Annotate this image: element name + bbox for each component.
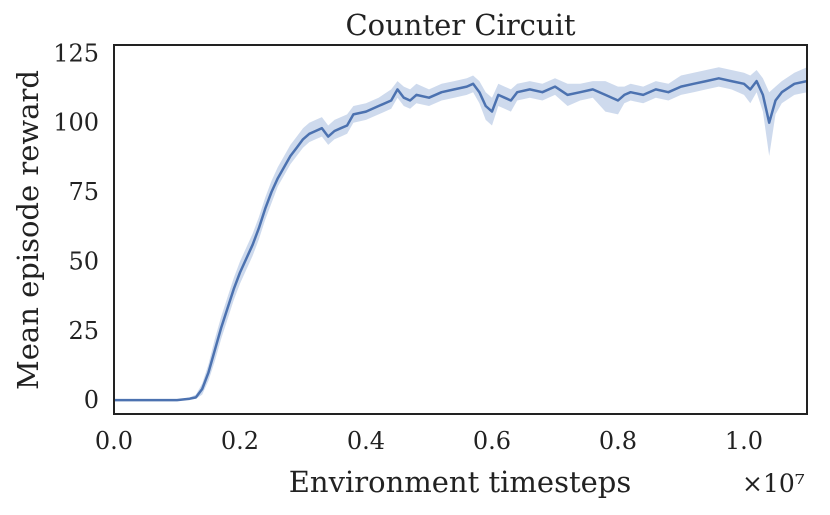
plot-area — [114, 67, 807, 402]
y-tick-label: 0 — [84, 386, 99, 414]
y-tick-label: 125 — [53, 39, 99, 67]
chart-title: Counter Circuit — [345, 8, 575, 42]
x-tick-label: 1.0 — [725, 427, 763, 455]
y-tick-label: 100 — [53, 109, 99, 137]
x-axis-multiplier: ×10⁷ — [742, 469, 805, 498]
x-tick-label: 0.4 — [347, 427, 385, 455]
x-tick-label: 0.6 — [473, 427, 511, 455]
x-tick-label: 0.2 — [221, 427, 259, 455]
x-tick-label: 0.8 — [599, 427, 637, 455]
x-axis-label: Environment timesteps — [289, 465, 631, 499]
y-tick-label: 75 — [68, 178, 99, 206]
axis-ticks: 0.0 0.2 0.4 0.6 0.8 1.0 0 25 50 75 100 125 — [53, 39, 763, 455]
plot-frame — [113, 44, 808, 415]
y-axis-label: Mean episode reward — [11, 70, 45, 390]
series-0-line — [114, 77, 807, 402]
series-0-band — [114, 67, 807, 401]
y-tick-label: 50 — [68, 247, 99, 275]
x-tick-label: 0.0 — [95, 427, 133, 455]
y-tick-label: 25 — [68, 317, 99, 345]
